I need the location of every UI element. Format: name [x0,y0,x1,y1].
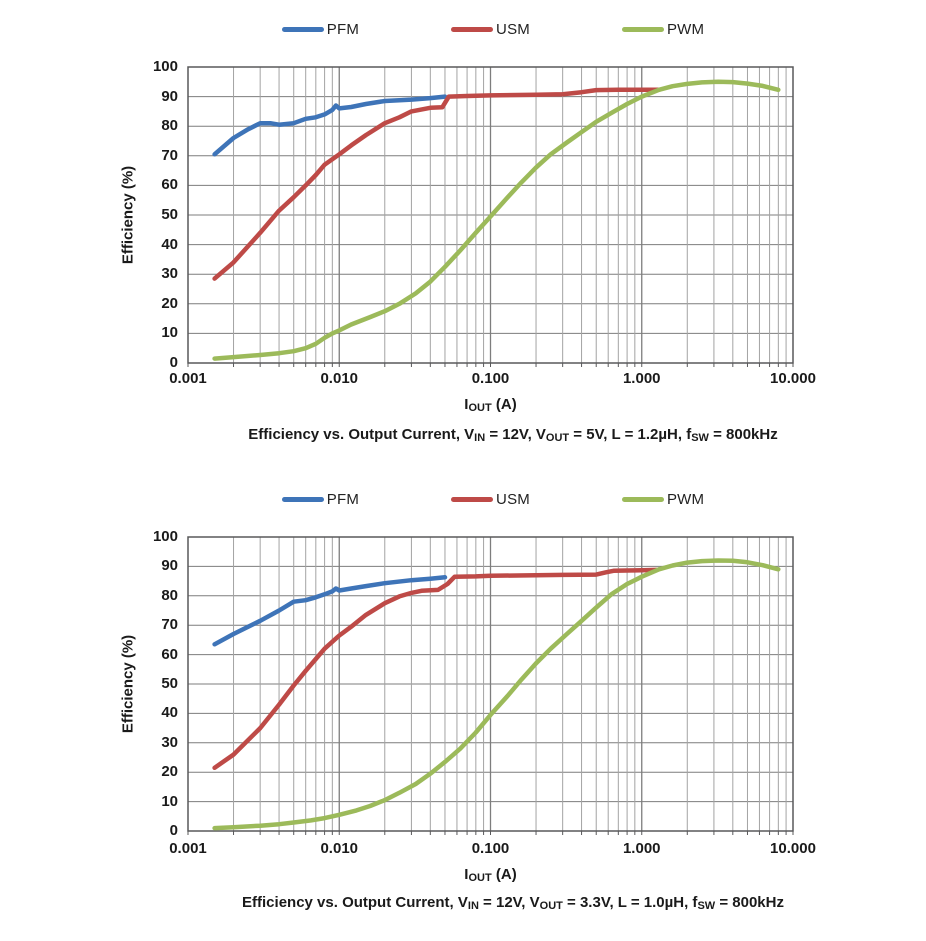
y-axis-tick-label: 80 [161,117,178,135]
pfm-line-swatch-icon [281,26,324,32]
legend-item-usm: USM [451,21,530,38]
y-axis-tick-label: 0 [169,354,178,371]
x-axis-tick-label: 1.000 [622,370,661,387]
legend-label-usm: USM [496,490,530,508]
legend-label-usm: USM [496,20,530,38]
legend-label-pfm: PFM [326,20,360,38]
text-segment: I [464,396,469,413]
subscript-text: OUT [539,899,563,912]
y-axis-tick-label: 100 [152,58,178,75]
plot-area-3v3 [187,536,794,835]
x-axis-tick-label: 0.010 [320,370,359,387]
legend-label-pwm: PWM [666,20,705,38]
efficiency-chart-5v: PFM USM PWM Efficiency (%) IOUT (A) Effi… [0,0,926,470]
x-axis-title: IOUT (A) [188,866,793,884]
y-axis-tick-label: 20 [161,294,178,312]
y-axis-tick-label: 20 [161,763,178,781]
chart-legend: PFM USM PWM [188,19,798,39]
y-axis-tick-label: 70 [161,146,178,164]
subscript-text: SW [697,899,716,912]
y-axis-tick-label: 40 [161,704,178,722]
usm-line-swatch-icon [451,26,494,32]
y-axis-tick-label: 50 [161,675,178,692]
text-segment: Efficiency vs. Output Current, V [248,426,475,443]
text-segment: = 800kHz [715,894,784,911]
text-segment: = 800kHz [708,426,778,443]
chart-legend: PFM USM PWM [188,489,798,509]
x-axis-tick-label: 0.010 [320,840,359,857]
y-axis-tick-label: 40 [161,235,178,253]
y-axis-tick-label: 90 [161,87,178,105]
text-segment: = 3.3V, L = 1.0µH, f [562,894,698,911]
pwm-line-swatch-icon [621,26,664,32]
y-axis-tick-label: 0 [169,822,178,839]
subscript-text: SW [691,431,709,444]
efficiency-chart-3v3: PFM USM PWM Efficiency (%) IOUT (A) Effi… [0,470,926,941]
y-axis-tick-label: 30 [161,733,178,751]
pfm-line-swatch-icon [281,496,324,502]
x-axis-tick-label: 10.000 [770,370,816,387]
y-axis-tick-label: 100 [152,528,178,545]
y-axis-tick-label: 80 [161,586,178,604]
legend-item-pfm: PFM [281,490,360,508]
legend-label-pfm: PFM [326,490,360,508]
chart-caption-5v: Efficiency vs. Output Current, VIN = 12V… [60,426,926,444]
subscript-text: OUT [468,401,492,414]
legend-item-usm: USM [451,491,530,508]
text-segment: = 5V, L = 1.2µH, f [569,426,692,443]
subscript-text: OUT [545,431,570,444]
text-segment: = 12V, V [478,894,540,911]
plot-area-5v [187,66,794,367]
usm-line-swatch-icon [451,496,494,502]
subscript-text: IN [467,899,479,912]
y-axis-tick-label: 50 [161,206,178,223]
x-axis-tick-label: 10.000 [770,840,816,857]
y-axis-tick-label: 60 [161,176,178,194]
y-axis-tick-label: 10 [161,324,178,342]
text-segment: = 12V, V [485,426,546,443]
y-axis-tick-label: 60 [161,645,178,663]
text-segment: (A) [491,396,517,413]
pwm-line-swatch-icon [621,496,664,502]
x-axis-tick-label: 0.100 [471,840,510,857]
text-segment: I [464,866,469,883]
y-axis-tick-label: 10 [161,792,178,810]
legend-label-pwm: PWM [666,490,705,508]
x-axis-tick-label: 0.001 [169,370,207,387]
x-axis-tick-label: 0.001 [169,840,207,857]
y-axis-tick-label: 30 [161,265,178,283]
legend-item-pfm: PFM [281,20,360,38]
y-axis-tick-label: 90 [161,557,178,575]
subscript-text: IN [474,431,486,444]
subscript-text: OUT [468,871,492,884]
legend-item-pwm: PWM [621,490,705,508]
legend-item-pwm: PWM [621,20,705,38]
text-segment: (A) [491,866,517,883]
chart-caption-3v3: Efficiency vs. Output Current, VIN = 12V… [60,894,926,912]
y-axis-tick-label: 70 [161,616,178,634]
x-axis-tick-label: 1.000 [622,840,661,857]
text-segment: Efficiency vs. Output Current, V [242,894,468,911]
x-axis-title: IOUT (A) [188,396,793,414]
x-axis-tick-label: 0.100 [471,370,510,387]
